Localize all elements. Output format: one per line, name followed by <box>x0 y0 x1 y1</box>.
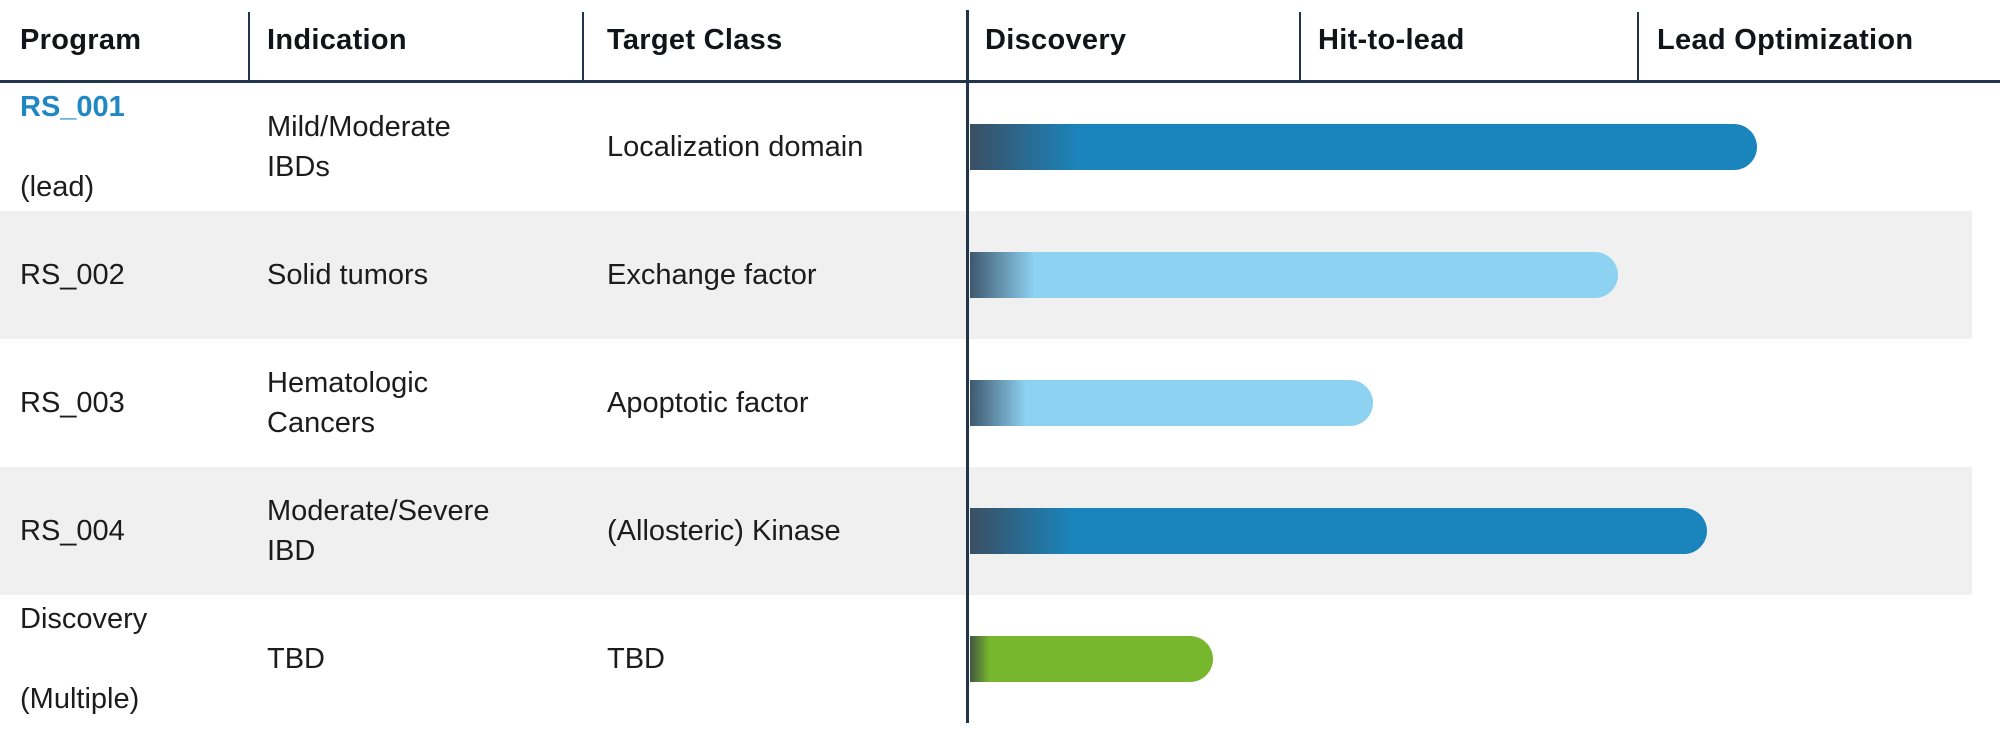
progress-bar <box>970 636 1214 682</box>
target-class-cell: Apoptotic factor <box>607 387 809 419</box>
progress-bar <box>970 124 1757 170</box>
program-label: RS_004 <box>20 515 125 547</box>
table-row: RS_001 (lead) Mild/Moderate IBDs Localiz… <box>0 83 2000 211</box>
header-divider <box>248 12 250 81</box>
progress-bar <box>970 252 1618 298</box>
program-label: RS_002 <box>20 259 125 291</box>
header-divider <box>582 12 584 81</box>
column-header-target-class: Target Class <box>607 24 783 56</box>
column-header-lead-optimization: Lead Optimization <box>1657 24 1914 56</box>
indication-cell: Solid tumors <box>267 259 429 291</box>
target-class-cell: TBD <box>607 643 665 675</box>
program-cell: Discovery (Multiple) <box>20 559 250 754</box>
discovery-axis-line <box>966 10 969 723</box>
column-header-hit-to-lead: Hit-to-lead <box>1318 24 1465 56</box>
progress-track <box>970 636 2000 682</box>
indication-cell: TBD <box>267 643 325 675</box>
program-note: (Multiple) <box>20 683 140 715</box>
program-link[interactable]: RS_001 <box>20 91 125 123</box>
program-note: (lead) <box>20 171 95 203</box>
target-class-cell: Exchange factor <box>607 259 817 291</box>
column-header-indication: Indication <box>267 24 407 56</box>
header-divider <box>1637 12 1639 81</box>
indication-cell: Mild/Moderate IBDs <box>267 111 451 183</box>
column-header-discovery: Discovery <box>985 24 1127 56</box>
progress-bar <box>970 508 1708 554</box>
progress-track <box>970 252 2000 298</box>
table-row: Discovery (Multiple) TBD TBD <box>0 595 2000 723</box>
program-label: RS_003 <box>20 387 125 419</box>
table-row: RS_004 Moderate/Severe IBD (Allosteric) … <box>0 467 1972 595</box>
progress-track <box>970 124 2000 170</box>
program-cell: RS_002 <box>20 215 250 335</box>
program-label: Discovery <box>20 603 148 635</box>
table-row: RS_003 Hematologic Cancers Apoptotic fac… <box>0 339 2000 467</box>
program-cell: RS_004 <box>20 471 250 591</box>
progress-bar <box>970 380 1373 426</box>
progress-track <box>970 508 2000 554</box>
table-row: RS_002 Solid tumors Exchange factor <box>0 211 1972 339</box>
program-cell: RS_003 <box>20 343 250 463</box>
target-class-cell: (Allosteric) Kinase <box>607 515 841 547</box>
target-class-cell: Localization domain <box>607 131 864 163</box>
header-underline <box>0 80 2000 83</box>
column-header-program: Program <box>20 24 142 56</box>
indication-cell: Hematologic Cancers <box>267 367 429 439</box>
progress-track <box>970 380 2000 426</box>
header-divider <box>1299 12 1301 81</box>
indication-cell: Moderate/Severe IBD <box>267 495 490 567</box>
program-cell: RS_001 (lead) <box>20 47 250 247</box>
